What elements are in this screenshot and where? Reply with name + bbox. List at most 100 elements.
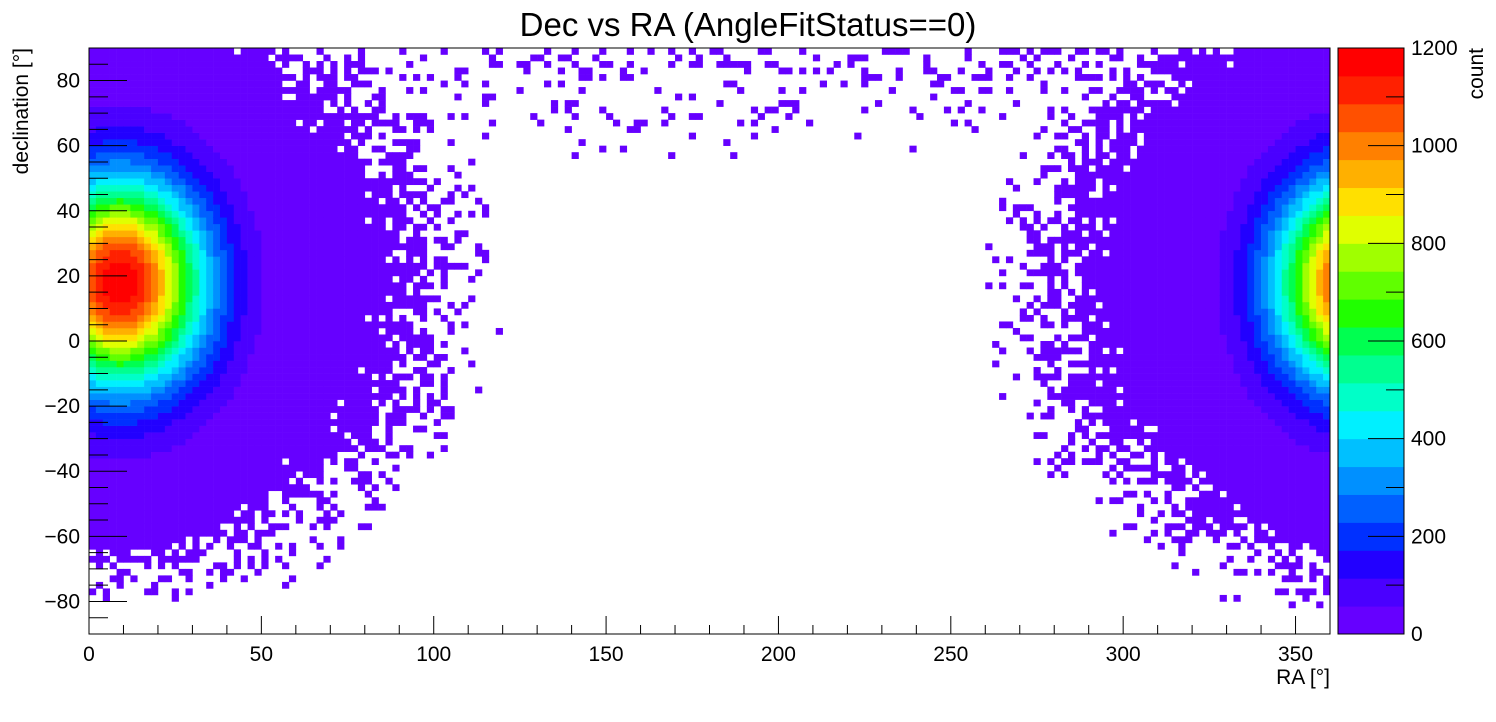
heatmap-cell bbox=[1088, 106, 1096, 114]
heatmap-cell bbox=[323, 380, 331, 387]
heatmap-cell bbox=[226, 74, 235, 81]
heatmap-cell bbox=[275, 347, 283, 355]
heatmap-cell bbox=[302, 425, 310, 433]
heatmap-cell bbox=[544, 48, 552, 55]
heatmap-cell bbox=[130, 145, 138, 153]
heatmap-cell bbox=[261, 262, 269, 270]
heatmap-cell bbox=[1199, 510, 1207, 518]
heatmap-cell bbox=[261, 386, 269, 394]
heatmap-cell bbox=[268, 523, 276, 531]
heatmap-cell bbox=[350, 210, 359, 218]
heatmap-cell bbox=[1192, 497, 1200, 505]
heatmap-cell bbox=[254, 204, 262, 212]
heatmap-cell bbox=[1178, 327, 1186, 335]
heatmap-cell bbox=[89, 503, 97, 511]
heatmap-cell bbox=[1123, 477, 1131, 485]
heatmap-cell bbox=[116, 497, 124, 505]
heatmap-cell bbox=[1136, 360, 1145, 368]
heatmap-cell bbox=[1040, 380, 1048, 387]
heatmap-cell bbox=[226, 152, 235, 159]
heatmap-cell bbox=[406, 373, 414, 381]
heatmap-cell bbox=[364, 367, 372, 374]
heatmap-cell bbox=[750, 132, 759, 140]
heatmap-cell bbox=[144, 393, 152, 400]
heatmap-cell bbox=[1109, 393, 1117, 400]
heatmap-cell bbox=[275, 341, 283, 348]
heatmap-cell bbox=[219, 451, 228, 459]
heatmap-cell bbox=[164, 165, 173, 173]
heatmap-cell bbox=[1150, 314, 1158, 322]
heatmap-cell bbox=[1199, 523, 1207, 531]
heatmap-cell bbox=[1040, 223, 1048, 231]
heatmap-cell bbox=[137, 61, 145, 68]
heatmap-cell bbox=[206, 67, 214, 75]
heatmap-cell bbox=[985, 74, 993, 81]
heatmap-cell bbox=[226, 61, 235, 68]
heatmap-cell bbox=[695, 113, 703, 120]
heatmap-cell bbox=[1150, 210, 1158, 218]
heatmap-cell bbox=[109, 230, 117, 238]
heatmap-cell bbox=[833, 61, 841, 68]
heatmap-cell bbox=[261, 184, 269, 192]
heatmap-cell bbox=[316, 301, 324, 309]
heatmap-cell bbox=[192, 197, 200, 205]
heatmap-cell bbox=[288, 347, 297, 355]
heatmap-cell bbox=[1212, 445, 1220, 452]
heatmap-cell bbox=[137, 230, 145, 238]
heatmap-cell bbox=[357, 354, 366, 361]
heatmap-cell bbox=[1040, 373, 1048, 381]
heatmap-cell bbox=[1185, 393, 1193, 400]
heatmap-cell bbox=[1033, 354, 1041, 361]
heatmap-cell bbox=[137, 412, 145, 420]
heatmap-cell bbox=[357, 373, 366, 381]
heatmap-cell bbox=[564, 126, 572, 133]
heatmap-cell bbox=[123, 145, 131, 153]
heatmap-cell bbox=[999, 204, 1007, 212]
heatmap-cell bbox=[151, 308, 159, 316]
heatmap-cell bbox=[144, 354, 152, 361]
heatmap-cell bbox=[337, 419, 345, 426]
heatmap-cell bbox=[261, 243, 269, 251]
heatmap-cell bbox=[164, 275, 173, 283]
heatmap-cell bbox=[330, 236, 338, 244]
heatmap-cell bbox=[185, 217, 193, 225]
heatmap-cell bbox=[1068, 393, 1076, 400]
heatmap-cell bbox=[1178, 119, 1186, 127]
heatmap-cell bbox=[371, 380, 379, 387]
heatmap-cell bbox=[116, 48, 124, 55]
heatmap-cell bbox=[350, 341, 359, 348]
heatmap-cell bbox=[1157, 360, 1165, 368]
heatmap-cell bbox=[185, 126, 193, 133]
heatmap-cell bbox=[1047, 256, 1055, 264]
heatmap-cell bbox=[233, 61, 241, 68]
heatmap-cell bbox=[302, 367, 310, 374]
heatmap-cell bbox=[1150, 178, 1158, 186]
heatmap-cell bbox=[288, 484, 297, 492]
heatmap-cell bbox=[185, 386, 193, 394]
heatmap-cell bbox=[1019, 314, 1027, 322]
heatmap-cell bbox=[164, 471, 173, 479]
heatmap-cell bbox=[157, 230, 166, 238]
heatmap-cell bbox=[344, 178, 352, 186]
heatmap-cell bbox=[206, 80, 214, 88]
heatmap-cell bbox=[178, 61, 186, 68]
heatmap-cell bbox=[144, 406, 152, 413]
heatmap-cell bbox=[233, 126, 241, 133]
heatmap-cell bbox=[1212, 282, 1220, 290]
heatmap-cell bbox=[206, 542, 214, 550]
heatmap-cell bbox=[1040, 432, 1048, 439]
heatmap-cell bbox=[1143, 464, 1152, 472]
heatmap-cell bbox=[406, 406, 414, 413]
heatmap-cell bbox=[233, 419, 241, 426]
heatmap-cell bbox=[357, 48, 366, 55]
heatmap-cell bbox=[123, 451, 131, 459]
heatmap-cell bbox=[1102, 100, 1110, 107]
heatmap-cell bbox=[1074, 217, 1083, 225]
heatmap-cell bbox=[282, 223, 290, 231]
heatmap-cell bbox=[1178, 139, 1186, 146]
heatmap-cell bbox=[109, 458, 117, 466]
heatmap-cell bbox=[95, 367, 104, 374]
heatmap-cell bbox=[185, 347, 193, 355]
heatmap-cell bbox=[157, 458, 166, 466]
heatmap-cell bbox=[1047, 275, 1055, 283]
